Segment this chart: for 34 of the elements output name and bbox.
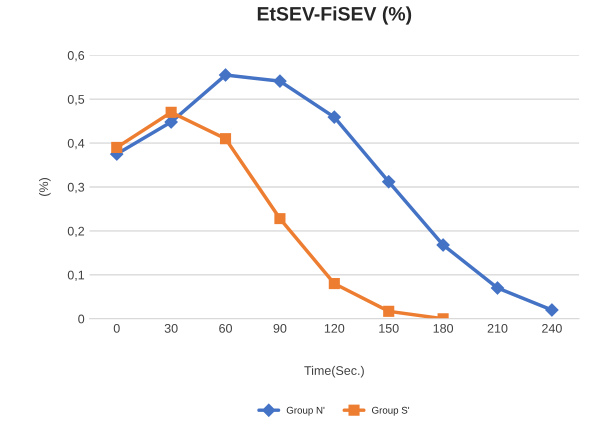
point <box>111 142 122 154</box>
x-tick-label: 120 <box>324 324 344 333</box>
point <box>328 110 341 124</box>
x-tick-label: 60 <box>219 324 232 333</box>
point <box>274 213 286 224</box>
point <box>545 303 558 317</box>
x-tick-label: 30 <box>164 324 178 333</box>
point <box>328 278 340 290</box>
y-tick-label: 0,6 <box>68 51 84 62</box>
point <box>436 238 450 252</box>
y-axis-title: (%) <box>38 178 51 196</box>
x-tick-label: 150 <box>379 324 399 333</box>
x-tick-label: 240 <box>542 324 562 333</box>
point <box>166 106 177 118</box>
y-tick-label: 0 <box>78 314 84 324</box>
y-tick-label: 0,2 <box>68 226 84 238</box>
x-axis-title: Time(Sec.) <box>304 366 364 378</box>
point <box>490 281 504 295</box>
point <box>218 68 232 82</box>
point <box>383 306 394 317</box>
x-tick-label: 90 <box>274 324 286 333</box>
y-tick-label: 0,3 <box>68 182 84 194</box>
x-tick-label: 180 <box>434 324 454 333</box>
y-tick-label: 0,4 <box>68 138 84 150</box>
legend-label: Group S' <box>372 406 410 416</box>
point <box>382 175 396 188</box>
legend-label: Group N' <box>286 406 324 416</box>
point <box>273 74 287 88</box>
x-tick-label: 210 <box>488 324 508 333</box>
x-tick-label: 0 <box>114 324 120 333</box>
y-tick-label: 0,5 <box>68 94 84 106</box>
point <box>220 133 232 144</box>
chart-title: EtSEV-FiSEV (%) <box>258 6 412 25</box>
y-tick-label: 0,1 <box>68 270 84 281</box>
